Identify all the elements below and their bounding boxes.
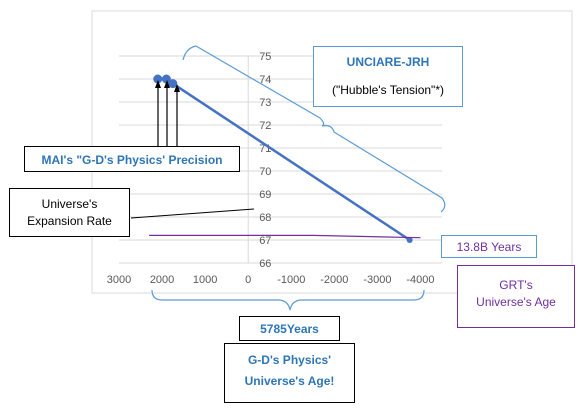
y-tick-label: 70 <box>259 166 271 178</box>
y-tick-label: 68 <box>259 212 271 224</box>
series-1-point <box>406 237 413 243</box>
expansion-line-2: Expansion Rate <box>27 214 112 228</box>
y-tick-label: 73 <box>259 97 271 109</box>
expansion-rate-callout: Universe's Expansion Rate <box>9 188 130 237</box>
y-tick-label: 67 <box>259 235 271 247</box>
mai-label: MAI's "G-D's Physics' Precision <box>41 153 223 167</box>
years-5785-callout: 5785Years <box>239 316 340 341</box>
unciare-title: UNCIARE-JRH <box>346 55 430 69</box>
years-13-8b-callout: 13.8B Years <box>441 235 537 258</box>
x-tick-label: 2000 <box>150 274 174 286</box>
x-tick-label: -4000 <box>406 274 434 286</box>
grt-line-2: Universe's Age <box>476 295 556 309</box>
expansion-pointer <box>130 208 255 219</box>
gd-age-line-2: Universe's Age! <box>244 374 335 388</box>
expansion-line-1: Universe's <box>41 197 98 211</box>
mai-callout: MAI's "G-D's Physics' Precision <box>24 146 240 172</box>
x-tick-label: 0 <box>245 274 251 286</box>
years-13-8b-label: 13.8B Years <box>456 240 522 254</box>
x-tick-label: -3000 <box>363 274 391 286</box>
years-5785-label: 5785Years <box>260 322 319 336</box>
x-tick-label: 3000 <box>107 274 131 286</box>
x-tick-label: -2000 <box>320 274 348 286</box>
series-1-point <box>153 74 163 84</box>
x-tick-label: 1000 <box>193 274 217 286</box>
y-tick-label: 72 <box>259 120 271 132</box>
grt-line-1: GRT's <box>499 278 533 292</box>
x-tick-label: -1000 <box>277 274 305 286</box>
x-tick-labels: 3000 2000 1000 0 -1000 -2000 -3000 -4000 <box>107 274 435 286</box>
unciare-subtitle: ("Hubble's Tension"*) <box>332 83 444 97</box>
x-axis-brace <box>151 289 425 311</box>
unciare-callout: UNCIARE-JRH ("Hubble's Tension"*) <box>313 46 463 107</box>
mai-arrowhead-1 <box>155 80 161 88</box>
gd-age-line-1: G-D's Physics' <box>247 353 332 367</box>
annotation-layer <box>130 45 446 311</box>
mai-arrowhead-2 <box>164 80 170 88</box>
hubble-tension-brace <box>182 45 446 213</box>
series-1-point <box>161 74 171 84</box>
y-tick-label: 75 <box>259 51 271 63</box>
gd-age-callout: G-D's Physics' Universe's Age! <box>224 343 355 403</box>
grt-callout: GRT's Universe's Age <box>457 265 575 328</box>
mai-arrowhead-3 <box>174 84 180 92</box>
y-tick-label: 66 <box>259 258 271 270</box>
series-1-point <box>168 79 178 89</box>
series-line-2 <box>149 234 421 239</box>
grid-layer <box>119 55 442 264</box>
y-tick-label: 69 <box>259 189 271 201</box>
series-layer <box>149 74 421 243</box>
y-tick-label: 74 <box>259 74 271 86</box>
